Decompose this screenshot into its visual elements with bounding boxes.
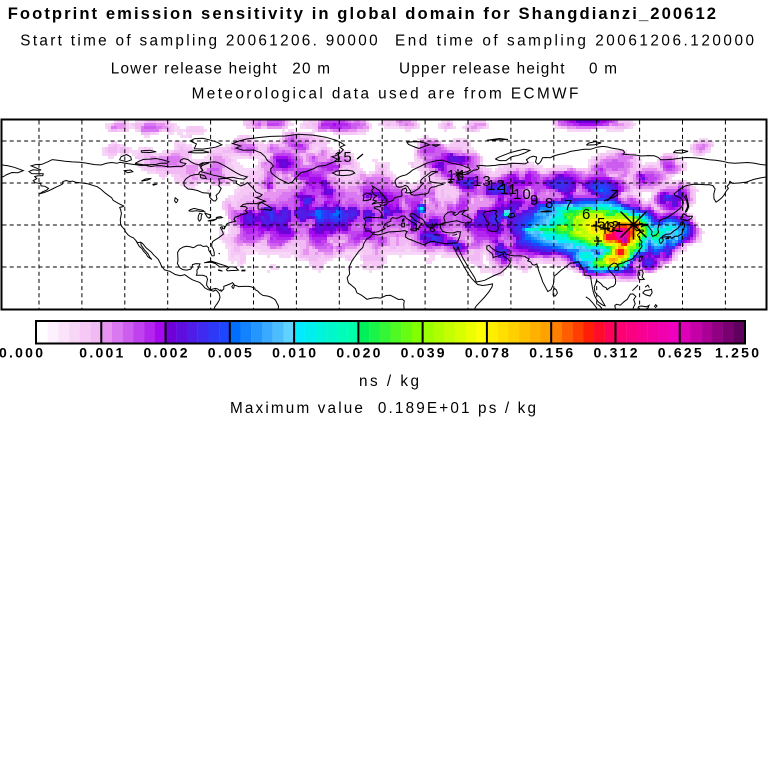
svg-text:4: 4: [602, 218, 611, 235]
svg-text:Upper release height 0 m: Upper release height 0 m: [399, 61, 617, 78]
svg-text:End time of sampling 20061206.: End time of sampling 20061206.120000: [395, 33, 754, 50]
svg-text:13: 13: [473, 173, 492, 190]
svg-text:Lower release height 20 m: Lower release height 20 m: [111, 61, 330, 78]
svg-text:9: 9: [530, 192, 539, 209]
svg-text:0.001: 0.001: [79, 345, 123, 361]
svg-text:11: 11: [500, 181, 518, 198]
svg-text:10: 10: [513, 186, 532, 203]
svg-text:0.312: 0.312: [594, 345, 638, 361]
svg-text:0.039: 0.039: [401, 345, 445, 361]
svg-text:0.005: 0.005: [208, 345, 252, 361]
svg-text:0.000: 0.000: [0, 345, 43, 361]
svg-text:0.002: 0.002: [144, 345, 188, 361]
svg-text:12: 12: [487, 177, 506, 194]
svg-text:2: 2: [611, 218, 620, 235]
svg-text:6: 6: [582, 206, 591, 223]
svg-text:0.010: 0.010: [272, 345, 316, 361]
svg-text:0.078: 0.078: [465, 345, 509, 361]
svg-text:7: 7: [564, 197, 573, 214]
svg-text:Meteorological data used are f: Meteorological data used are from ECMWF: [192, 86, 579, 103]
svg-text:Maximum value 0.189E+01 ps /: Maximum value 0.189E+01 ps / kg: [230, 400, 536, 417]
svg-text:0.156: 0.156: [529, 345, 573, 361]
svg-text:1: 1: [615, 219, 624, 236]
svg-text:1.250: 1.250: [715, 345, 759, 361]
svg-text:5: 5: [597, 215, 606, 232]
svg-text:ns / kg: ns / kg: [359, 373, 419, 390]
svg-text:Footprint emission sensitivity: Footprint emission sensitivity in global…: [8, 4, 716, 23]
svg-text:0.625: 0.625: [658, 345, 702, 361]
svg-text:0.020: 0.020: [336, 345, 380, 361]
svg-text:Start time of sampling 2006120: Start time of sampling 20061206. 90000: [20, 33, 377, 50]
svg-text:15: 15: [334, 149, 353, 166]
svg-text:8: 8: [545, 195, 554, 212]
svg-text:3: 3: [607, 219, 616, 236]
